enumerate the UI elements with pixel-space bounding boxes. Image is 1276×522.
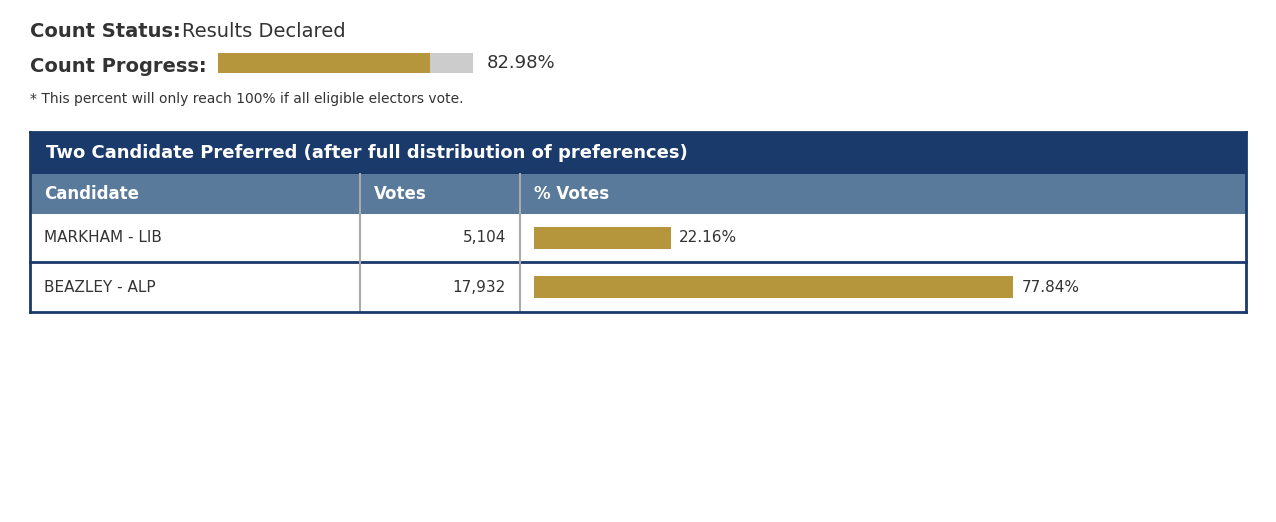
- FancyBboxPatch shape: [218, 53, 473, 73]
- Text: Count Status:: Count Status:: [31, 22, 181, 41]
- Text: Count Progress:: Count Progress:: [31, 57, 207, 76]
- Text: BEAZLEY - ALP: BEAZLEY - ALP: [43, 279, 156, 294]
- Text: 77.84%: 77.84%: [1022, 279, 1079, 294]
- Text: Two Candidate Preferred (after full distribution of preferences): Two Candidate Preferred (after full dist…: [46, 144, 688, 162]
- Text: Results Declared: Results Declared: [182, 22, 346, 41]
- Text: 5,104: 5,104: [463, 231, 507, 245]
- Text: Votes: Votes: [374, 185, 426, 203]
- Text: Candidate: Candidate: [43, 185, 139, 203]
- FancyBboxPatch shape: [31, 174, 1245, 214]
- Text: * This percent will only reach 100% if all eligible electors vote.: * This percent will only reach 100% if a…: [31, 92, 463, 106]
- FancyBboxPatch shape: [533, 276, 1013, 298]
- FancyBboxPatch shape: [31, 132, 1245, 174]
- FancyBboxPatch shape: [31, 214, 1245, 262]
- FancyBboxPatch shape: [533, 227, 670, 249]
- Text: 17,932: 17,932: [453, 279, 507, 294]
- FancyBboxPatch shape: [31, 262, 1245, 312]
- Text: % Votes: % Votes: [533, 185, 609, 203]
- FancyBboxPatch shape: [31, 174, 1245, 176]
- Text: MARKHAM - LIB: MARKHAM - LIB: [43, 231, 162, 245]
- Text: 22.16%: 22.16%: [679, 231, 736, 245]
- Text: 82.98%: 82.98%: [487, 54, 555, 72]
- FancyBboxPatch shape: [218, 53, 430, 73]
